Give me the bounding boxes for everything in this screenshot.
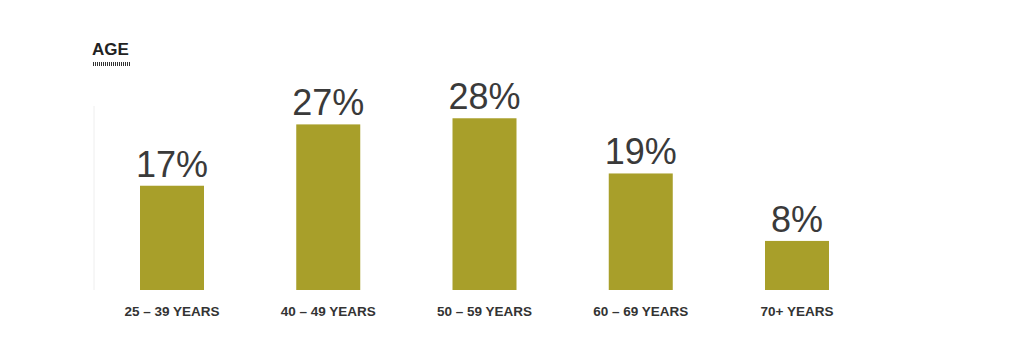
data-label: 27% xyxy=(292,82,364,123)
data-label: 28% xyxy=(448,76,520,117)
data-label: 17% xyxy=(136,144,208,185)
underline-dash xyxy=(93,62,94,66)
underline-dash xyxy=(95,62,96,66)
bar xyxy=(765,241,829,290)
bar xyxy=(296,124,360,290)
category-label: 70+ YEARS xyxy=(761,304,834,319)
underline-dash xyxy=(111,62,112,66)
underline-dash xyxy=(129,62,130,66)
underline-dash xyxy=(97,62,98,66)
underline-dash xyxy=(113,62,114,66)
category-label: 50 – 59 YEARS xyxy=(437,304,532,319)
chart-container: AGE 17% 25 – 39 YEARS 27% 40 – 49 YEARS 28% 50… xyxy=(0,0,1024,341)
underline-dash xyxy=(119,62,120,66)
bars xyxy=(140,118,829,290)
category-label: 40 – 49 YEARS xyxy=(281,304,376,319)
category-label: 25 – 39 YEARS xyxy=(124,304,219,319)
underline-dash xyxy=(101,62,102,66)
underline-dash xyxy=(117,62,118,66)
category-label: 60 – 69 YEARS xyxy=(593,304,688,319)
bar xyxy=(609,173,673,290)
y-axis-line xyxy=(94,106,95,290)
underline-dash xyxy=(105,62,106,66)
underline-dash xyxy=(121,62,122,66)
underline-dash xyxy=(127,62,128,66)
underline-dash xyxy=(99,62,100,66)
title-underline xyxy=(93,62,130,66)
chart-title: AGE xyxy=(92,40,129,59)
data-label: 19% xyxy=(605,131,677,172)
labels: 17% 25 – 39 YEARS 27% 40 – 49 YEARS 28% 50 – … xyxy=(124,76,833,319)
underline-dash xyxy=(103,62,104,66)
chart-svg: AGE 17% 25 – 39 YEARS 27% 40 – 49 YEARS 28% 50… xyxy=(0,0,1024,341)
bar xyxy=(140,186,204,290)
underline-dash xyxy=(125,62,126,66)
underline-dash xyxy=(109,62,110,66)
underline-dash xyxy=(115,62,116,66)
bar xyxy=(453,118,517,290)
underline-dash xyxy=(107,62,108,66)
underline-dash xyxy=(123,62,124,66)
data-label: 8% xyxy=(771,199,823,240)
